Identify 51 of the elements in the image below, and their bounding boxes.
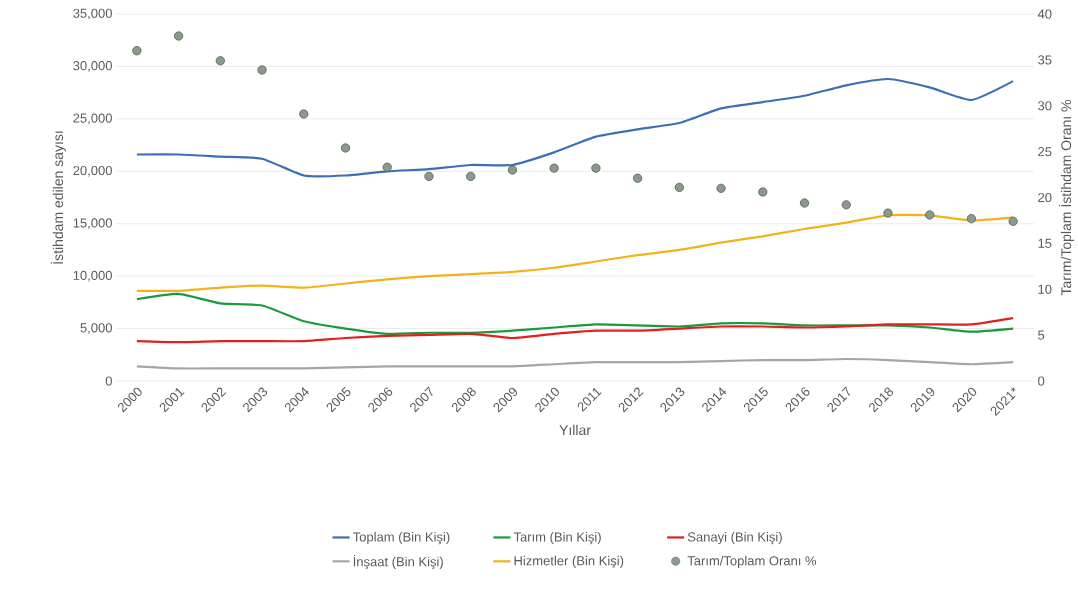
legend-label: Hizmetler (Bin Kişi) [514, 555, 624, 569]
y2-tick-label: 5 [1038, 330, 1045, 340]
y2-tick-label: 35 [1038, 55, 1052, 65]
y2-tick-label: 20 [1038, 192, 1052, 203]
y2-tick-label: 25 [1038, 147, 1052, 157]
y2-axis-title: Tarım/Toplam İstihdam Oranı % [1058, 99, 1074, 296]
y2-tick-label: 30 [1038, 101, 1052, 111]
point [549, 163, 559, 173]
y-tick-label: 10,000 [73, 270, 112, 282]
point [841, 200, 851, 210]
point [132, 46, 142, 56]
y-axis-title: İstihdam edilen sayısı [50, 131, 66, 264]
point [758, 187, 768, 197]
point [507, 165, 518, 175]
y-tick-label: 35,000 [73, 8, 112, 20]
point [257, 65, 267, 75]
point [174, 31, 184, 41]
point [674, 182, 684, 193]
point [633, 173, 643, 183]
legend-label: Toplam (Bin Kişi) [352, 532, 450, 545]
y2-tick-label: 0 [1038, 376, 1045, 386]
point [466, 171, 476, 181]
y-tick-label: 20,000 [73, 165, 112, 177]
point [591, 163, 601, 173]
y2-tick-label: 10 [1038, 284, 1052, 294]
point [716, 183, 726, 193]
line-series [135, 292, 1015, 335]
point [299, 109, 309, 119]
point [215, 56, 225, 66]
point [883, 208, 893, 218]
point [382, 162, 392, 172]
y-tick-label: 5,000 [80, 323, 112, 334]
point [1008, 216, 1018, 226]
y2-tick-label: 15 [1038, 238, 1052, 248]
point [424, 171, 434, 181]
point [966, 214, 977, 224]
legend-label: İnşaat (Bin Kişi) [353, 554, 443, 569]
point [340, 143, 351, 153]
legend-label: Tarım (Bin Kişi) [513, 532, 601, 545]
x-axis-title: Yıllar [559, 424, 591, 436]
point [799, 198, 810, 208]
legend-label: Sanayi (Bin Kişi) [687, 532, 782, 545]
y-tick-label: 25,000 [73, 113, 112, 125]
line-series [135, 357, 1015, 370]
point [925, 210, 935, 220]
y-tick-label: 0 [105, 376, 112, 386]
y-tick-label: 15,000 [73, 218, 112, 230]
y2-tick-label: 40 [1037, 9, 1052, 19]
y-tick-label: 30,000 [73, 61, 112, 72]
legend-label: Tarım/Toplam Oranı % [687, 555, 817, 568]
line-series [135, 316, 1015, 344]
